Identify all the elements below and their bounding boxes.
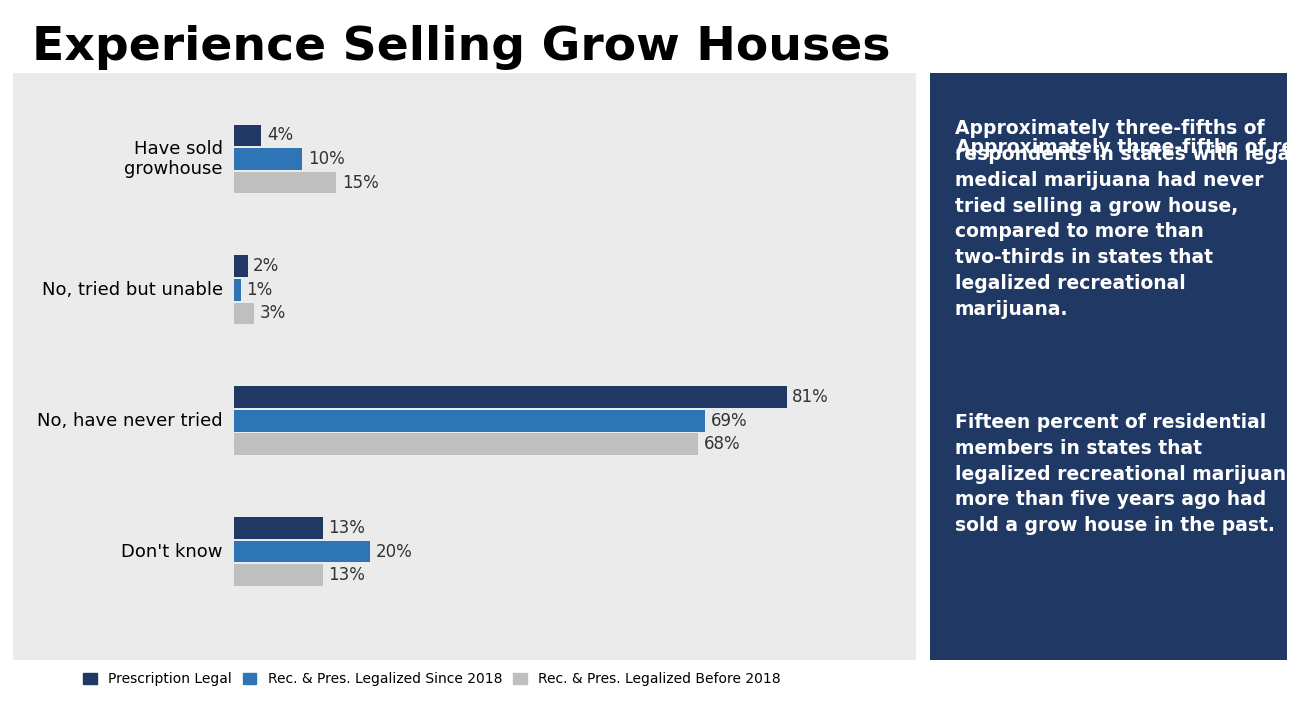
Bar bbox=[234, 255, 247, 277]
Text: 4%: 4% bbox=[266, 126, 292, 144]
Bar bbox=[234, 410, 705, 431]
Legend: Prescription Legal, Rec. & Pres. Legalized Since 2018, Rec. & Pres. Legalized Be: Prescription Legal, Rec. & Pres. Legaliz… bbox=[77, 666, 787, 692]
Bar bbox=[234, 434, 698, 455]
Text: 13%: 13% bbox=[328, 566, 365, 584]
Text: 68%: 68% bbox=[703, 435, 740, 453]
Text: Experience Selling Grow Houses: Experience Selling Grow Houses bbox=[32, 25, 890, 70]
Bar bbox=[234, 564, 322, 586]
Text: 10%: 10% bbox=[308, 150, 344, 168]
Bar bbox=[234, 517, 322, 539]
Bar bbox=[234, 386, 786, 408]
Text: Fifteen percent of residential members in states that legalized recreational mar: Fifteen percent of residential members i… bbox=[954, 413, 1299, 535]
Text: 20%: 20% bbox=[376, 542, 412, 560]
Text: 13%: 13% bbox=[328, 519, 365, 537]
Text: 2%: 2% bbox=[254, 257, 280, 276]
Bar bbox=[234, 172, 337, 194]
Bar bbox=[234, 302, 255, 324]
Bar bbox=[234, 541, 370, 563]
Text: 15%: 15% bbox=[342, 173, 378, 191]
Text: 3%: 3% bbox=[260, 304, 286, 323]
Text: Approximately three-fifths of respondents in states with legal medical marijuana: Approximately three-fifths of respondent… bbox=[954, 120, 1296, 319]
Text: 81%: 81% bbox=[792, 388, 829, 406]
Bar bbox=[234, 279, 240, 301]
Text: Approximately three-fifths of respondents in states with legal medical marijuana: Approximately three-fifths of respondent… bbox=[956, 138, 1300, 157]
Bar bbox=[234, 125, 261, 146]
Text: 1%: 1% bbox=[246, 281, 273, 299]
Text: 69%: 69% bbox=[710, 412, 748, 430]
Bar bbox=[234, 148, 302, 170]
